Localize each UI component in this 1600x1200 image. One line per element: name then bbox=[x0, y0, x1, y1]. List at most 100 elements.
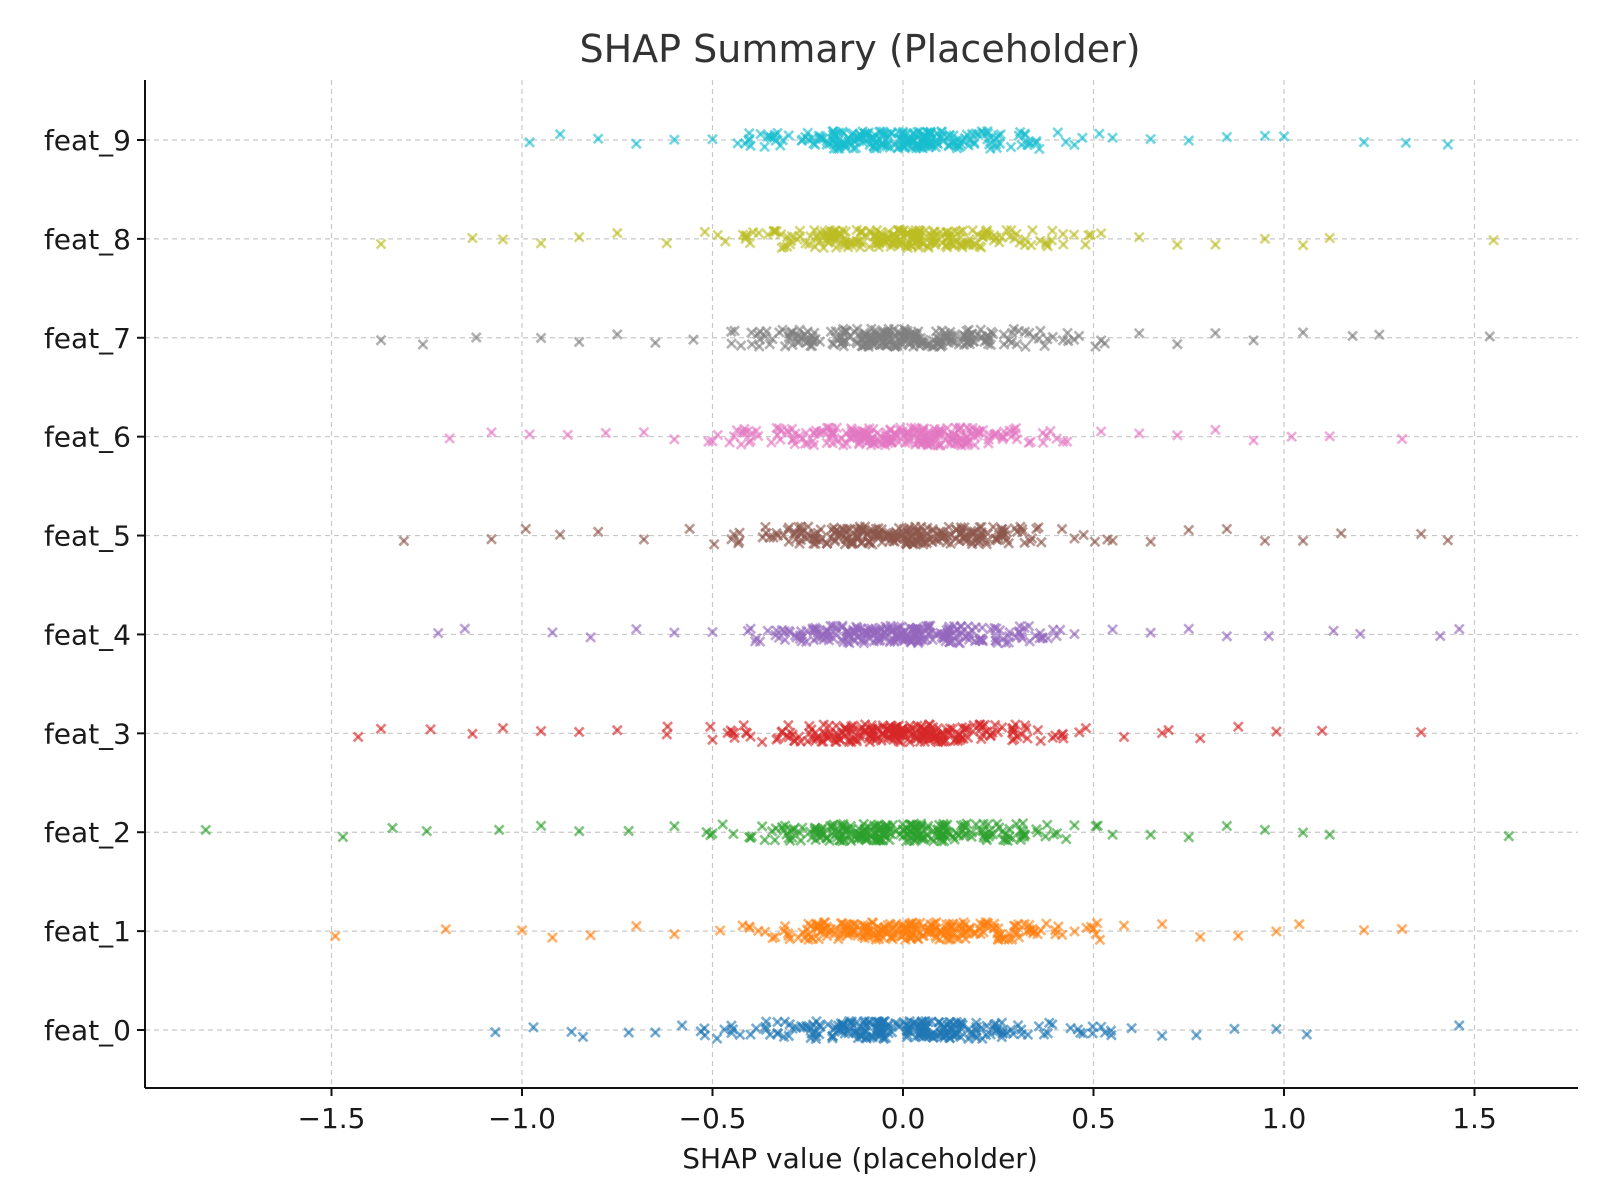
feat-4-point bbox=[707, 626, 718, 638]
feat-3-point bbox=[1232, 721, 1244, 733]
feat-5-point bbox=[1014, 521, 1026, 533]
feat-2-point bbox=[623, 825, 635, 837]
x-tick-label: 0.0 bbox=[881, 1102, 926, 1135]
y-tick-label: feat_4 bbox=[44, 618, 131, 651]
feat-0-point bbox=[939, 1030, 951, 1041]
feat-8-point bbox=[913, 227, 925, 239]
x-axis-label: SHAP value (placeholder) bbox=[682, 1142, 1038, 1175]
feat-0-point bbox=[1095, 1021, 1107, 1033]
feat-6-point bbox=[1171, 429, 1183, 441]
feat-9-point bbox=[1259, 130, 1271, 142]
feat-0-point bbox=[1190, 1029, 1202, 1041]
feat-6-point bbox=[735, 438, 747, 450]
feat-1-point bbox=[779, 920, 791, 932]
feat-9-point bbox=[968, 137, 980, 148]
feat-9-point bbox=[951, 142, 963, 154]
feat-0-point bbox=[935, 1027, 946, 1039]
feat-5-point bbox=[846, 538, 858, 550]
feat-2-point bbox=[1183, 831, 1195, 843]
y-tick-label: feat_1 bbox=[44, 915, 131, 948]
feat-1-point bbox=[1358, 924, 1370, 936]
feat-3-point bbox=[986, 727, 998, 739]
feat-2-point bbox=[421, 825, 433, 837]
feat-1-point bbox=[912, 933, 924, 945]
feat-4-point bbox=[931, 628, 943, 640]
feat-8-point bbox=[375, 238, 387, 250]
feat-6-point bbox=[668, 433, 680, 445]
feat-2-point bbox=[826, 828, 838, 839]
feat-7-point bbox=[982, 338, 994, 350]
feat-9-point bbox=[966, 128, 978, 140]
feat-1-point bbox=[923, 922, 935, 934]
y-tick-label: feat_6 bbox=[44, 421, 131, 454]
feat-7-point bbox=[417, 339, 429, 350]
feat-1-point bbox=[1013, 918, 1024, 930]
feat-2-point bbox=[897, 818, 909, 830]
feat-9-point bbox=[806, 133, 818, 145]
feat-2-point bbox=[1145, 829, 1157, 841]
feat-8-point bbox=[1027, 224, 1038, 236]
feat-4-point bbox=[1107, 624, 1118, 635]
feat-4-point bbox=[809, 622, 821, 634]
feat-9-point bbox=[707, 133, 718, 145]
feat-1-point bbox=[996, 932, 1008, 944]
feat-1-point bbox=[836, 917, 848, 929]
feat-9-point bbox=[962, 139, 974, 151]
feat-0-point bbox=[991, 1024, 1003, 1036]
feat-1-point bbox=[547, 932, 558, 944]
feat-5-point bbox=[783, 522, 795, 534]
feat-9-point bbox=[1019, 128, 1031, 140]
feat-8-point bbox=[740, 230, 752, 242]
feat-4-point bbox=[858, 637, 870, 649]
feat-1-point bbox=[805, 920, 817, 932]
axes bbox=[144, 80, 1578, 1089]
feat-0-point bbox=[1105, 1025, 1117, 1037]
feat-9-point bbox=[732, 137, 744, 149]
feat-1-point bbox=[1006, 934, 1018, 945]
feat-2-point bbox=[991, 818, 1003, 830]
feat-5-point bbox=[760, 521, 771, 533]
feat-0-point bbox=[566, 1026, 577, 1038]
feat-3-point bbox=[944, 727, 956, 739]
feat-1-point bbox=[904, 920, 916, 932]
feat-0-point bbox=[779, 1016, 791, 1028]
feat-2-point bbox=[1297, 827, 1309, 839]
feat-6-point bbox=[857, 428, 869, 440]
feat-2-point bbox=[926, 833, 937, 845]
y-ticks: feat_0 feat_1 feat_2 feat_3 feat_4 feat_5 feat… bbox=[44, 124, 145, 1047]
feat-6-point bbox=[752, 430, 764, 442]
feat-3-point bbox=[822, 733, 834, 744]
feat-6-point bbox=[807, 435, 819, 447]
feat-3-point bbox=[1118, 731, 1130, 743]
feat-7-point bbox=[944, 326, 956, 338]
feat-3-point bbox=[573, 726, 585, 738]
feat-6-point bbox=[789, 438, 801, 450]
feat-8-point bbox=[1019, 233, 1031, 245]
feat-9-point bbox=[1076, 132, 1088, 144]
feat-4-point bbox=[825, 620, 836, 632]
feat-8-point bbox=[1004, 231, 1016, 242]
feat-2-point bbox=[966, 827, 978, 838]
feat-3-point bbox=[879, 729, 890, 741]
feat-9-point bbox=[990, 132, 1002, 144]
feat-9-point bbox=[838, 127, 849, 139]
feat-2-point bbox=[1051, 827, 1063, 839]
feat-5-point bbox=[1145, 536, 1157, 548]
feat-3-point bbox=[1316, 725, 1328, 737]
feat-9-point bbox=[524, 136, 536, 148]
feat-6-point bbox=[831, 435, 843, 447]
feat-9-point bbox=[848, 135, 860, 147]
feat-0-point bbox=[810, 1033, 822, 1045]
feat-2-point bbox=[970, 819, 982, 830]
feat-1-point bbox=[1091, 917, 1103, 929]
feat-8-point bbox=[821, 232, 833, 244]
feat-0-point bbox=[861, 1032, 872, 1044]
feat-5-point bbox=[891, 531, 902, 543]
feat-1-point bbox=[1040, 918, 1052, 930]
feat-5-point bbox=[778, 530, 789, 541]
feat-6-point bbox=[774, 434, 786, 446]
feat-0-point bbox=[864, 1016, 876, 1028]
feat-2-point bbox=[915, 821, 927, 833]
feat-1-point bbox=[440, 923, 452, 935]
